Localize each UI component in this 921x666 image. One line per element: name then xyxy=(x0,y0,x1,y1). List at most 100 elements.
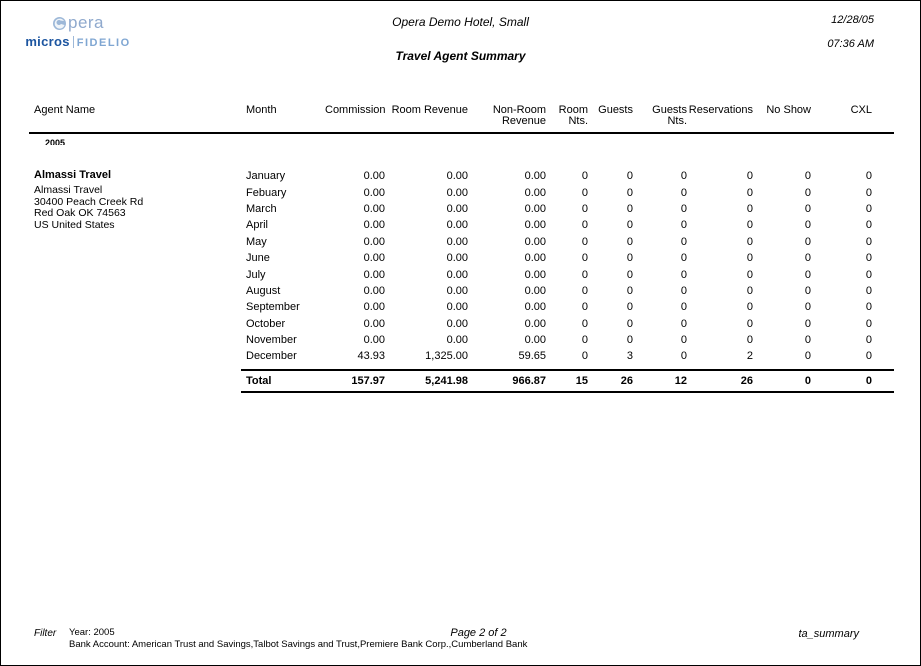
value-cell: 0.00 xyxy=(363,252,385,265)
value-cell: 0 xyxy=(581,219,588,232)
col-header-no-show: No Show xyxy=(766,104,811,116)
col-header-month: Month xyxy=(246,104,277,116)
value-cell: 0.00 xyxy=(363,268,385,281)
value-cell: 0.00 xyxy=(524,186,546,199)
value-cell: 0.00 xyxy=(363,317,385,330)
filter-values: Year: 2005 Bank Account: American Trust … xyxy=(69,627,527,650)
value-cell: 0 xyxy=(804,317,811,330)
value-cell: 0 xyxy=(804,219,811,232)
value-cell: 0 xyxy=(865,219,872,232)
total-row: Total 157.97 5,241.98 966.87 15 26 12 26… xyxy=(241,369,894,393)
total-cxl: 0 xyxy=(865,375,872,387)
month-cell: December xyxy=(246,350,297,363)
total-room-nts: 15 xyxy=(575,375,588,387)
value-cell: 0.00 xyxy=(363,170,385,183)
col-header-room-nts: Room Nts. xyxy=(558,104,588,127)
value-cell: 0.00 xyxy=(446,170,468,183)
value-cell: 0.00 xyxy=(524,170,546,183)
value-cell: 0.00 xyxy=(446,202,468,215)
year-group-label-clipped: 2005 xyxy=(45,139,66,145)
value-cell: 0.00 xyxy=(524,252,546,265)
agent-address-line: Red Oak OK 74563 xyxy=(34,207,126,219)
value-cell: 0 xyxy=(746,268,753,281)
value-cell: 0 xyxy=(581,334,588,347)
value-cell: 0 xyxy=(626,334,633,347)
value-cell: 0 xyxy=(746,202,753,215)
value-cell: 0 xyxy=(581,284,588,297)
value-cell: 0 xyxy=(865,252,872,265)
value-cell: 59.65 xyxy=(518,350,546,363)
month-cell: March xyxy=(246,202,277,215)
table-row: May 0.00 0.00 0.00 0 0 0 0 0 0 xyxy=(241,234,894,250)
total-guests: 26 xyxy=(620,375,633,387)
value-cell: 0 xyxy=(581,317,588,330)
value-cell: 0 xyxy=(865,301,872,314)
value-cell: 0 xyxy=(746,219,753,232)
month-cell: November xyxy=(246,334,297,347)
report-time: 07:36 AM xyxy=(827,38,874,50)
month-cell: July xyxy=(246,268,266,281)
table-row: October 0.00 0.00 0.00 0 0 0 0 0 0 xyxy=(241,316,894,332)
month-cell: April xyxy=(246,219,269,232)
value-cell: 0 xyxy=(626,317,633,330)
month-cell: September xyxy=(246,301,300,314)
value-cell: 0 xyxy=(626,301,633,314)
table-row: August 0.00 0.00 0.00 0 0 0 0 0 0 xyxy=(241,283,894,299)
value-cell: 0.00 xyxy=(524,284,546,297)
value-cell: 0 xyxy=(804,186,811,199)
value-cell: 43.93 xyxy=(357,350,385,363)
col-header-agent-name: Agent Name xyxy=(34,104,96,116)
value-cell: 0 xyxy=(581,350,588,363)
value-cell: 0.00 xyxy=(446,219,468,232)
value-cell: 0 xyxy=(804,252,811,265)
value-cell: 0.00 xyxy=(363,219,385,232)
value-cell: 0 xyxy=(626,268,633,281)
agent-address-line: US United States xyxy=(34,218,115,231)
value-cell: 0 xyxy=(680,301,687,314)
value-cell: 2 xyxy=(746,350,753,363)
value-cell: 0.00 xyxy=(446,317,468,330)
value-cell: 0.00 xyxy=(524,202,546,215)
agent-address: Almassi Travel 30400 Peach Creek Rd Red … xyxy=(34,184,144,231)
opera-logo-text: pera xyxy=(67,13,105,32)
col-header-guests-nts: Guests Nts. xyxy=(652,104,687,127)
value-cell: 0 xyxy=(804,235,811,248)
value-cell: 0 xyxy=(804,334,811,347)
filter-year: Year: 2005 xyxy=(69,627,115,638)
value-cell: 0 xyxy=(680,350,687,363)
value-cell: 0 xyxy=(746,284,753,297)
value-cell: 0 xyxy=(804,350,811,363)
logo-divider xyxy=(72,35,74,48)
value-cell: 0.00 xyxy=(446,268,468,281)
table-column-headers: Agent Name Month Commission Room Revenue… xyxy=(29,105,894,127)
month-cell: June xyxy=(246,252,270,265)
table-row: December 43.93 1,325.00 59.65 0 3 0 2 0 0 xyxy=(241,348,894,364)
value-cell: 0 xyxy=(865,350,872,363)
value-cell: 0 xyxy=(626,284,633,297)
value-cell: 0 xyxy=(581,202,588,215)
value-cell: 0 xyxy=(626,219,633,232)
value-cell: 0.00 xyxy=(446,284,468,297)
micros-fidelio-row: micros FIDELIO xyxy=(23,34,133,49)
month-cell: August xyxy=(246,284,281,297)
total-non-room-revenue: 966.87 xyxy=(512,375,546,387)
opera-swirl-icon xyxy=(52,16,67,31)
value-cell: 0 xyxy=(804,268,811,281)
value-cell: 0.00 xyxy=(363,202,385,215)
col-header-non-room-revenue: Non-Room Revenue xyxy=(492,104,546,127)
total-label: Total xyxy=(246,375,272,387)
report-code: ta_summary xyxy=(798,628,859,640)
total-commission: 157.97 xyxy=(351,375,385,387)
value-cell: 0 xyxy=(865,334,872,347)
agent-name: Almassi Travel xyxy=(34,169,112,181)
total-guests-nts: 12 xyxy=(674,375,687,387)
value-cell: 0 xyxy=(626,202,633,215)
value-cell: 0 xyxy=(746,334,753,347)
value-cell: 0 xyxy=(626,252,633,265)
header-separator-line xyxy=(29,132,894,134)
agent-address-line: 30400 Peach Creek Rd xyxy=(34,195,144,208)
value-cell: 0 xyxy=(804,301,811,314)
table-row: April 0.00 0.00 0.00 0 0 0 0 0 0 xyxy=(241,217,894,233)
value-cell: 0 xyxy=(680,284,687,297)
value-cell: 0.00 xyxy=(524,268,546,281)
